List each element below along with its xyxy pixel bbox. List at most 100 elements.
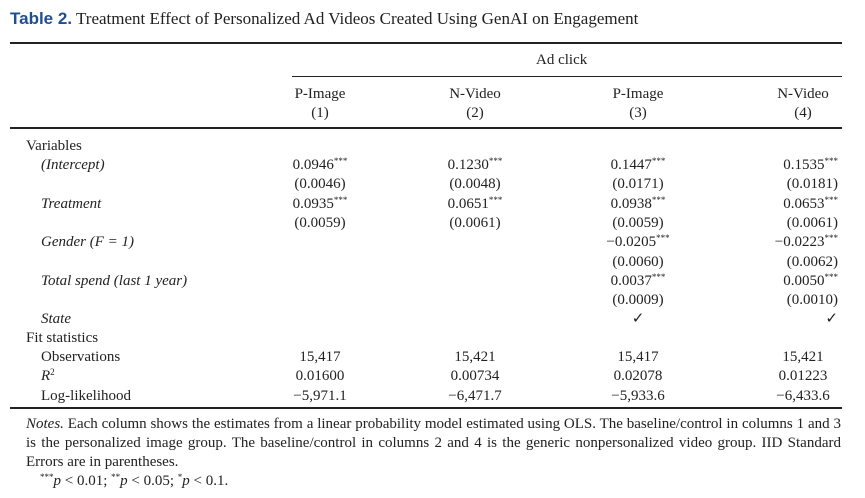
row-label: Total spend (last 1 year) <box>41 272 187 291</box>
cell-value: (0.0181) <box>786 176 838 193</box>
column-number: (2) <box>466 105 484 121</box>
table-cell: (0.0061) <box>688 214 838 233</box>
table-cell: 0.1447*** <box>563 156 713 175</box>
significance-stars: *** <box>824 156 839 166</box>
p-symbol: p <box>182 473 190 489</box>
table-row: (0.0046) (0.0048) (0.0171) (0.0181) <box>0 175 865 194</box>
cell-value: 0.1447 <box>610 157 652 173</box>
cell-value: 0.0037 <box>610 272 652 289</box>
table-number: Table 2. <box>10 9 73 28</box>
bottom-rule <box>10 407 842 409</box>
cell-value: (0.0046) <box>294 176 346 193</box>
table-cell: (0.0171) <box>563 175 713 194</box>
significance-stars: *** <box>824 194 839 205</box>
significance-stars: *** <box>824 233 839 244</box>
row-label: Treatment <box>41 195 101 214</box>
table-cell: 0.0946*** <box>245 156 395 175</box>
cell-value: −0.0205 <box>606 234 657 251</box>
table-cell: (0.0062) <box>688 253 838 272</box>
cell-value: (0.0061) <box>786 214 838 231</box>
header-rule <box>10 127 842 129</box>
cell-value: ✓ <box>631 311 645 328</box>
column-number: (4) <box>794 105 812 121</box>
table-row: Treatment 0.0935*** 0.0651*** 0.0938*** 0.06… <box>0 195 865 214</box>
fit-row: Log-likelihood −5,971.1 −6,471.7 −5,933.6 −6… <box>0 387 865 406</box>
cell-value: (0.0059) <box>294 214 346 231</box>
table-title: Treatment Effect of Personalized Ad Vide… <box>76 9 639 28</box>
significance-stars: *** <box>651 271 666 282</box>
cell-value: (0.0062) <box>786 253 838 270</box>
section-fit-statistics: Fit statistics <box>26 330 99 346</box>
cell-value: 0.1535 <box>783 157 825 173</box>
column-header-row: P-Image <box>0 85 865 104</box>
table-cell: (0.0009) <box>563 291 713 310</box>
row-label: R2 <box>41 367 55 386</box>
superscript: 2 <box>50 367 55 378</box>
table-row: (0.0009) (0.0010) <box>0 291 865 310</box>
column-number-row: (1) <box>0 104 865 123</box>
table-cell: 0.0037*** <box>563 272 713 291</box>
column-number: (3) <box>629 105 647 121</box>
table-cell: (0.0059) <box>245 214 395 233</box>
column-number-row: (4) <box>0 104 865 123</box>
threshold: < 0.01; <box>61 473 112 489</box>
table-row: (0.0060) (0.0062) <box>0 253 865 272</box>
cell-value: −0.0223 <box>774 234 825 251</box>
table-cell: ✓ <box>563 310 713 329</box>
table-row: Total spend (last 1 year) 0.0037*** 0.0050… <box>0 272 865 291</box>
spanner-rule <box>292 76 842 77</box>
column-header-row: N-Video <box>0 85 865 104</box>
row-label: (Intercept) <box>41 156 105 175</box>
column-name: N-Video <box>449 86 501 102</box>
significance-legend: ***p < 0.01; **p < 0.05; *p < 0.1. <box>26 472 228 490</box>
column-name: P-Image <box>294 86 346 102</box>
table-cell: 0.0938*** <box>563 195 713 214</box>
significance-stars: *** <box>651 194 666 205</box>
row-label: State <box>41 310 71 329</box>
row-label-text: Gender (F = 1) <box>41 234 135 251</box>
cell-value: (0.0059) <box>612 214 664 231</box>
column-name: P-Image <box>612 86 664 102</box>
cell-value: 0.0653 <box>783 195 825 212</box>
column-header-row: P-Image <box>0 85 865 104</box>
significance-stars: *** <box>40 472 54 482</box>
cell-value: ✓ <box>825 311 838 328</box>
table-cell: −6,471.7 <box>448 387 502 404</box>
table-cell: (0.0060) <box>563 253 713 272</box>
notes-text: Each column shows the estimates from a l… <box>26 416 841 470</box>
cell-value: 0.0946 <box>292 157 334 173</box>
cell-value: 0.0938 <box>610 195 652 212</box>
column-number: (1) <box>311 105 329 121</box>
top-rule <box>10 42 842 44</box>
cell-value: (0.0010) <box>786 292 838 309</box>
significance-stars: *** <box>824 271 839 282</box>
row-label-text: Observations <box>41 349 121 365</box>
significance-stars: *** <box>651 156 666 166</box>
column-name: N-Video <box>777 86 829 102</box>
cell-value: (0.0048) <box>449 176 501 193</box>
table-cell: 0.1535*** <box>688 156 838 175</box>
table-cell: 15,417 <box>299 349 341 365</box>
table-cell: 0.02078 <box>613 368 663 385</box>
table-cell: (0.0181) <box>688 175 838 194</box>
table-cell: (0.0048) <box>400 175 550 194</box>
cell-value: (0.0061) <box>449 214 501 231</box>
cell-value: 0.1230 <box>447 157 489 173</box>
cell-value: 0.0935 <box>292 195 334 212</box>
significance-stars: *** <box>488 194 503 205</box>
cell-value: (0.0171) <box>612 176 664 193</box>
table-cell: 0.01223 <box>778 368 828 385</box>
significance-stars: *** <box>333 156 348 166</box>
table-cell: −5,933.6 <box>611 387 665 404</box>
fit-row: R2 0.01600 0.00734 0.02078 0.01223 <box>0 367 865 386</box>
row-label-text: State <box>41 311 71 328</box>
row-label-text: Log-likelihood <box>41 387 131 404</box>
row-label-text: Treatment <box>41 195 102 212</box>
cell-value: (0.0060) <box>612 253 664 270</box>
table-cell: 0.0651*** <box>400 195 550 214</box>
row-label: Gender (F = 1) <box>41 233 134 252</box>
p-symbol: p <box>120 473 128 489</box>
significance-stars: *** <box>488 156 503 166</box>
cell-value: (0.0009) <box>612 292 664 309</box>
notes-label: Notes. <box>26 416 64 432</box>
